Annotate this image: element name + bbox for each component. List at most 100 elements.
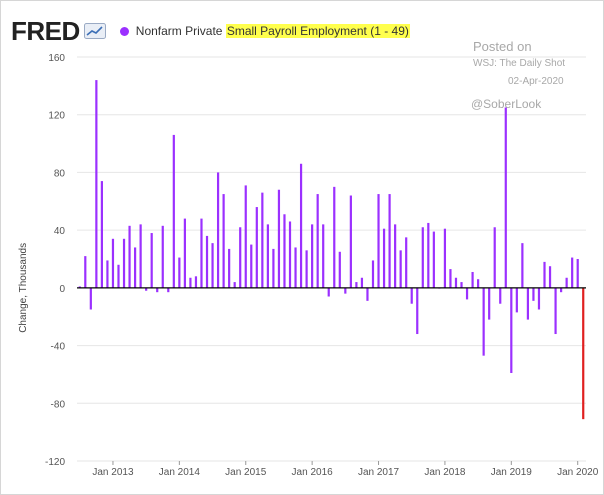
bar xyxy=(216,172,220,288)
bar xyxy=(261,192,264,288)
bar xyxy=(366,287,369,301)
bar xyxy=(161,225,164,288)
bar xyxy=(333,186,336,288)
bar xyxy=(360,277,364,288)
bar xyxy=(316,194,319,288)
x-tick-label: Jan 2015 xyxy=(225,467,267,478)
source-note: WSJ: The Daily Shot xyxy=(473,58,566,69)
bar xyxy=(211,243,214,288)
line-chart-icon xyxy=(83,23,106,39)
bar xyxy=(89,287,92,310)
legend-label-prefix: Nonfarm Private xyxy=(135,24,226,38)
x-tick-label: Jan 2017 xyxy=(358,467,400,478)
legend-marker xyxy=(119,26,129,36)
bar xyxy=(488,287,491,320)
y-tick-label: -80 xyxy=(51,399,66,410)
chart-legend: Nonfarm Private Small Payroll Employment… xyxy=(119,24,410,38)
bar xyxy=(471,271,474,288)
bar xyxy=(421,227,424,288)
bar xyxy=(111,238,115,288)
y-tick-label: -120 xyxy=(45,457,65,468)
bar xyxy=(399,250,402,288)
bar xyxy=(493,227,496,288)
bar xyxy=(543,261,546,288)
bar xyxy=(394,224,397,288)
posted-date-note: 02-Apr-2020 xyxy=(508,76,564,87)
bar xyxy=(205,235,209,288)
author-handle: @SoberLook xyxy=(471,97,542,111)
bar xyxy=(250,244,253,288)
bar xyxy=(377,194,380,288)
bar xyxy=(294,247,297,288)
bar xyxy=(521,243,524,288)
bar xyxy=(150,233,153,288)
bar xyxy=(117,264,120,288)
bar xyxy=(338,251,341,288)
bar xyxy=(266,224,269,288)
bar xyxy=(84,256,87,288)
bar xyxy=(100,181,103,288)
bar xyxy=(106,260,109,288)
chart-header: FRED Nonfarm Private Small Payroll Emplo… xyxy=(11,17,410,45)
bar xyxy=(272,248,275,288)
bar xyxy=(454,277,458,288)
bar xyxy=(288,221,292,288)
bar xyxy=(139,224,142,288)
bar xyxy=(133,247,137,288)
bar xyxy=(222,194,225,288)
bar xyxy=(382,228,386,288)
bar xyxy=(371,260,375,288)
bar xyxy=(228,248,231,288)
y-axis-title: Change, Thousands xyxy=(18,243,29,333)
bar xyxy=(78,286,81,288)
bar xyxy=(178,257,181,288)
x-tick-label: Jan 2020 xyxy=(557,467,599,478)
bar xyxy=(299,163,303,288)
bar xyxy=(283,214,286,288)
y-tick-label: 80 xyxy=(54,168,66,179)
bar xyxy=(128,225,131,288)
bar xyxy=(122,238,126,288)
bar xyxy=(172,134,175,288)
bar xyxy=(322,224,325,288)
y-tick-label: 160 xyxy=(48,53,65,64)
bar xyxy=(233,282,236,288)
bar xyxy=(526,287,530,320)
bar xyxy=(565,277,568,288)
bar xyxy=(510,287,513,373)
y-tick-label: -40 xyxy=(51,342,66,353)
bar xyxy=(537,287,541,310)
bar xyxy=(410,287,413,304)
x-tick-label: Jan 2016 xyxy=(292,467,334,478)
bar xyxy=(576,259,579,288)
legend-label-highlight: Small Payroll Employment (1 - 49) xyxy=(225,24,410,38)
bar xyxy=(194,276,198,288)
bar xyxy=(349,195,352,288)
y-tick-label: 120 xyxy=(48,111,65,122)
bar xyxy=(499,287,502,304)
y-tick-label: 0 xyxy=(59,284,65,295)
bar xyxy=(582,287,585,420)
bar xyxy=(554,287,557,335)
bar xyxy=(465,287,469,300)
bar xyxy=(327,287,330,297)
bar xyxy=(416,287,419,335)
bar xyxy=(311,224,314,288)
bar xyxy=(432,231,435,288)
bar xyxy=(405,237,408,288)
bar xyxy=(239,227,242,288)
bar xyxy=(482,287,485,356)
bar xyxy=(515,287,518,313)
bar xyxy=(571,257,574,288)
bar xyxy=(344,287,347,294)
x-tick-label: Jan 2019 xyxy=(491,467,533,478)
bar xyxy=(277,189,281,288)
bar xyxy=(388,194,391,288)
posted-on-note: Posted on xyxy=(473,39,532,54)
bar xyxy=(189,277,192,288)
bar xyxy=(156,287,159,293)
bar xyxy=(145,287,148,291)
x-tick-label: Jan 2013 xyxy=(92,467,134,478)
